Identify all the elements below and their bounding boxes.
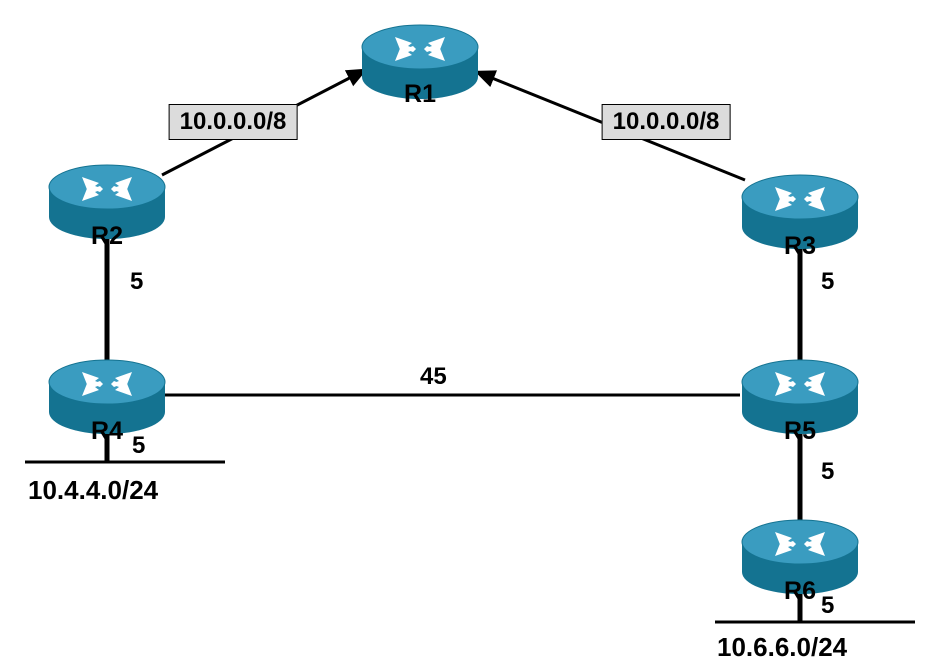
router-label-r2: R2 [91,222,123,251]
cost-label-c_r5r6: 5 [821,458,834,486]
subnet-label-s_r6: 10.6.6.0/24 [717,632,847,663]
subnet-label-s_r4: 10.4.4.0/24 [28,475,158,506]
cost-label-c_r6lan: 5 [821,592,834,620]
cost-label-c_r3r5: 5 [821,268,834,296]
router-label-r3: R3 [784,232,816,261]
router-label-r6: R6 [784,577,816,606]
diagram-canvas: R1 R2 R3 R4 R5 [0,0,941,663]
router-label-r5: R5 [784,417,816,446]
route-box-left: 10.0.0.0/8 [169,104,298,140]
cost-label-c_r4lan: 5 [132,432,145,460]
cost-label-c_r2r4: 5 [130,268,143,296]
route-box-right: 10.0.0.0/8 [602,104,731,140]
router-label-r1: R1 [404,80,436,109]
router-label-r4: R4 [91,417,123,446]
cost-label-c_r4r5: 45 [420,363,447,391]
